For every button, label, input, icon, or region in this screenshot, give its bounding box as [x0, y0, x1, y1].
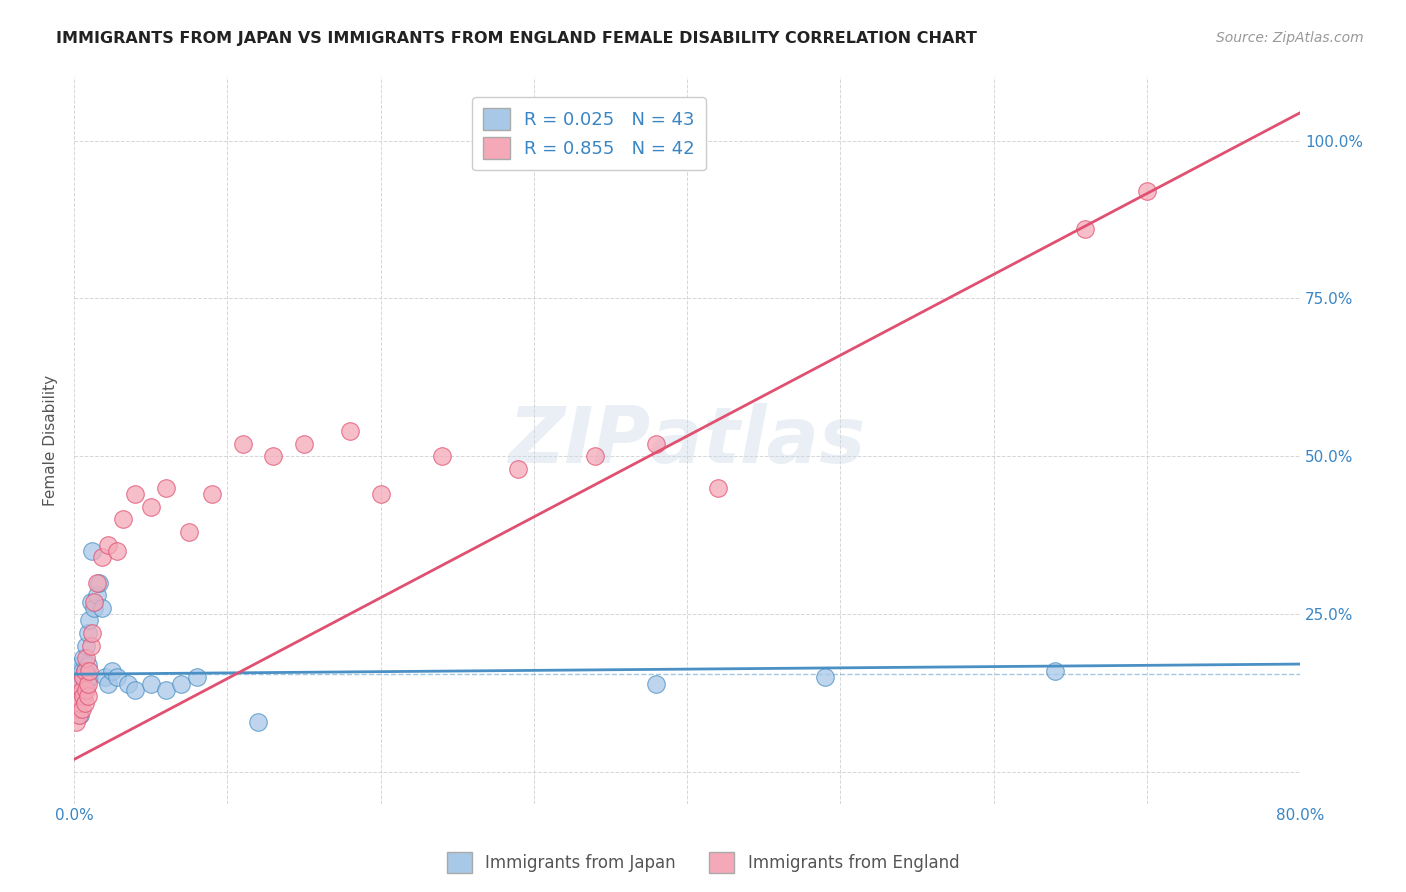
Point — [77, 676, 100, 690]
Point — [79, 614, 101, 628]
Point — [370, 487, 392, 501]
Point — [70, 690, 93, 704]
Point — [1136, 184, 1159, 198]
Point — [97, 676, 120, 690]
Point — [79, 670, 101, 684]
Point — [93, 670, 115, 684]
Point — [67, 676, 90, 690]
Point — [262, 450, 284, 464]
Point — [155, 481, 177, 495]
Text: IMMIGRANTS FROM JAPAN VS IMMIGRANTS FROM ENGLAND FEMALE DISABILITY CORRELATION C: IMMIGRANTS FROM JAPAN VS IMMIGRANTS FROM… — [56, 31, 977, 46]
Point — [124, 487, 146, 501]
Point — [105, 670, 128, 684]
Point — [82, 544, 104, 558]
Point — [177, 525, 200, 540]
Point — [73, 664, 96, 678]
Point — [73, 696, 96, 710]
Point — [69, 682, 91, 697]
Point — [87, 575, 110, 590]
Point — [66, 690, 89, 704]
Point — [80, 639, 103, 653]
Point — [246, 714, 269, 729]
Point — [75, 639, 97, 653]
Point — [77, 657, 100, 672]
Point — [67, 696, 90, 710]
Point — [90, 550, 112, 565]
Point — [186, 670, 208, 684]
Point — [77, 626, 100, 640]
Point — [86, 575, 108, 590]
Text: ZIP​atlas: ZIP​atlas — [509, 402, 866, 478]
Point — [67, 664, 90, 678]
Point — [112, 512, 135, 526]
Point — [90, 600, 112, 615]
Point — [201, 487, 224, 501]
Point — [67, 690, 90, 704]
Point — [66, 702, 89, 716]
Point — [155, 682, 177, 697]
Point — [79, 664, 101, 678]
Point — [706, 481, 728, 495]
Point — [72, 670, 94, 684]
Point — [77, 690, 100, 704]
Point — [72, 651, 94, 665]
Point — [70, 702, 93, 716]
Point — [97, 538, 120, 552]
Point — [124, 682, 146, 697]
Point — [69, 696, 91, 710]
Point — [101, 664, 124, 678]
Point — [72, 670, 94, 684]
Point — [139, 500, 162, 514]
Point — [75, 676, 97, 690]
Point — [814, 670, 837, 684]
Point — [1074, 222, 1097, 236]
Point — [67, 708, 90, 723]
Point — [65, 682, 87, 697]
Point — [645, 436, 668, 450]
Point — [1043, 664, 1066, 678]
Point — [65, 702, 87, 716]
Legend: Immigrants from Japan, Immigrants from England: Immigrants from Japan, Immigrants from E… — [440, 846, 966, 880]
Point — [292, 436, 315, 450]
Point — [86, 588, 108, 602]
Point — [508, 462, 530, 476]
Legend: R = 0.025   N = 43, R = 0.855   N = 42: R = 0.025 N = 43, R = 0.855 N = 42 — [472, 97, 706, 170]
Point — [82, 626, 104, 640]
Point — [430, 450, 453, 464]
Point — [83, 594, 105, 608]
Point — [232, 436, 254, 450]
Point — [583, 450, 606, 464]
Point — [70, 676, 93, 690]
Point — [70, 682, 93, 697]
Point — [117, 676, 139, 690]
Point — [75, 682, 97, 697]
Point — [70, 664, 93, 678]
Point — [645, 676, 668, 690]
Point — [66, 670, 89, 684]
Text: Source: ZipAtlas.com: Source: ZipAtlas.com — [1216, 31, 1364, 45]
Point — [73, 664, 96, 678]
Point — [339, 424, 361, 438]
Point — [105, 544, 128, 558]
Point — [65, 714, 87, 729]
Point — [75, 651, 97, 665]
Point — [139, 676, 162, 690]
Point — [69, 676, 91, 690]
Point — [73, 682, 96, 697]
Point — [72, 690, 94, 704]
Point — [69, 708, 91, 723]
Point — [83, 600, 105, 615]
Point — [170, 676, 193, 690]
Point — [80, 594, 103, 608]
Y-axis label: Female Disability: Female Disability — [44, 375, 58, 506]
Point — [69, 657, 91, 672]
